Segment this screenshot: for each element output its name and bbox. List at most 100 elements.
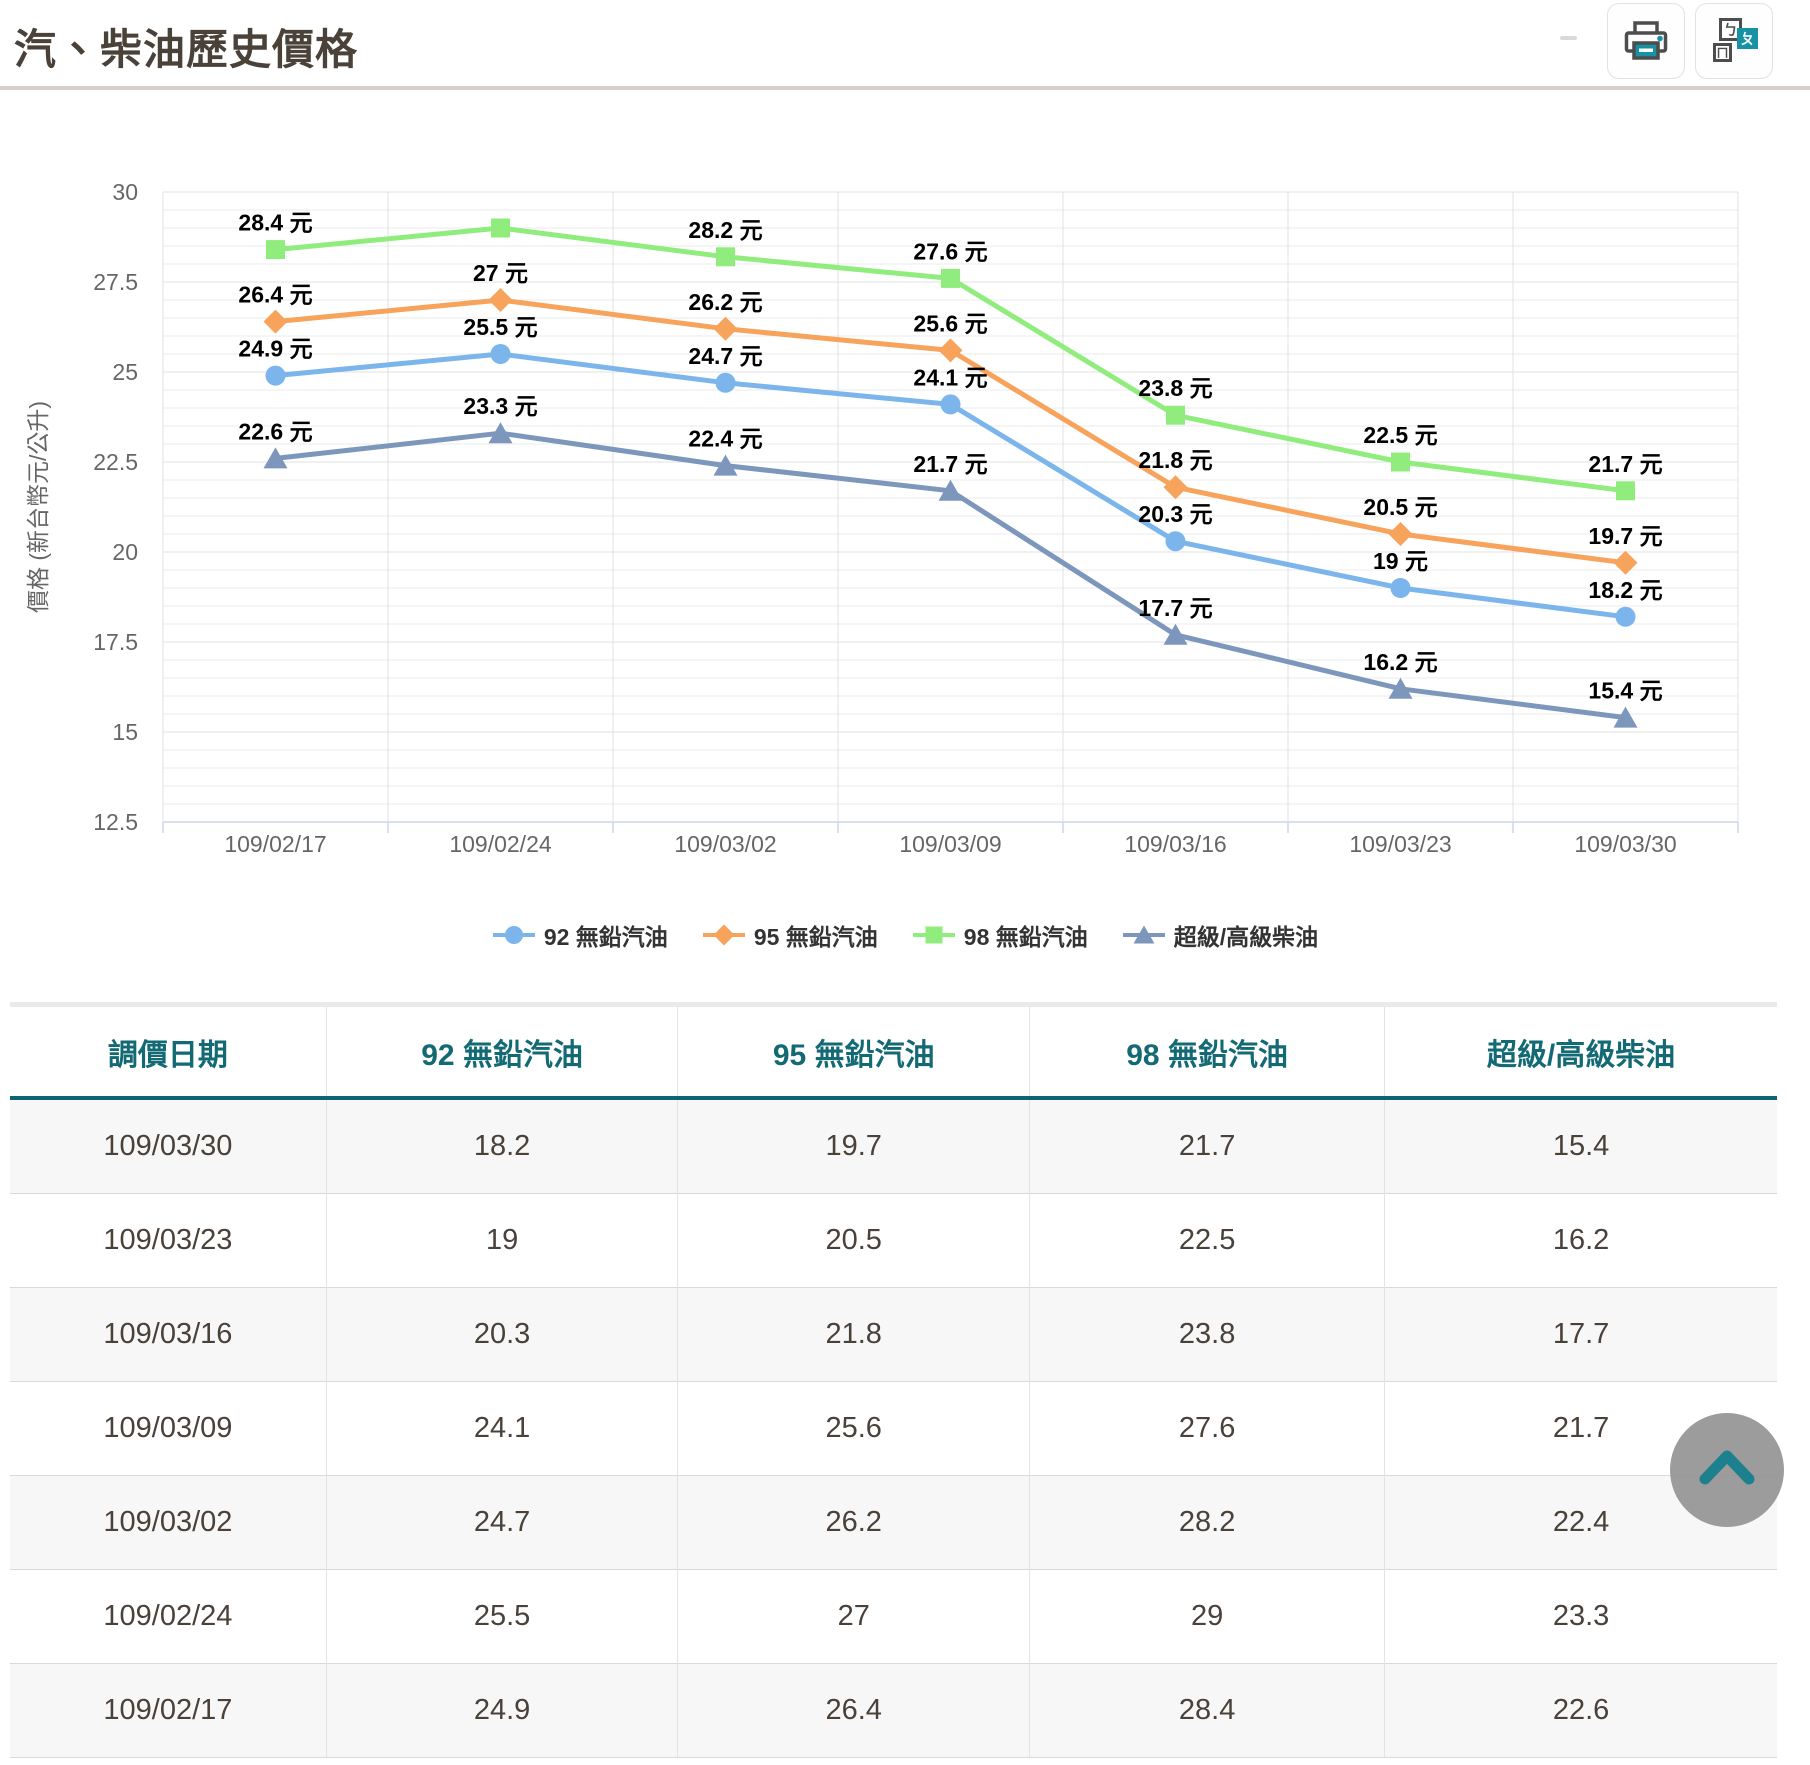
table-cell-price: 19.7 (677, 1098, 1030, 1194)
table-cell-price: 17.7 (1384, 1287, 1777, 1382)
legend-item-2[interactable]: 98 無鉛汽油 (912, 918, 1088, 952)
table-cell-date: 109/02/24 (10, 1569, 327, 1664)
data-point-triangle[interactable] (1613, 706, 1638, 728)
data-point-circle[interactable] (1165, 531, 1186, 552)
data-label: 23.3 元 (463, 393, 537, 419)
data-point-square[interactable] (1391, 452, 1410, 472)
table-cell-price: 20.3 (325, 1287, 678, 1382)
chevron-up-icon (1699, 1450, 1755, 1485)
print-button[interactable] (1607, 3, 1685, 79)
table-cell-price: 29 (1029, 1569, 1385, 1664)
data-point-triangle[interactable] (713, 454, 738, 476)
table-cell-date: 109/03/09 (10, 1381, 327, 1476)
data-point-diamond[interactable] (1613, 550, 1638, 575)
data-point-diamond[interactable] (263, 309, 288, 334)
bopomofo-p-glyph: ㄆ (1737, 28, 1758, 49)
legend-marker-icon (492, 926, 535, 944)
data-label: 21.7 元 (913, 451, 987, 477)
data-point-diamond[interactable] (713, 316, 738, 341)
y-tick-label: 12.5 (93, 809, 138, 835)
scroll-to-top-button[interactable] (1670, 1413, 1784, 1527)
legend-marker-icon (912, 926, 955, 944)
table-cell-date: 109/02/17 (10, 1663, 327, 1758)
phonetic-button[interactable]: ㄅ ㄆ ㄇ (1695, 3, 1773, 79)
data-label: 22.6 元 (238, 418, 312, 444)
data-point-circle[interactable] (1390, 578, 1411, 598)
data-label: 21.8 元 (1138, 447, 1212, 473)
legend-label: 98 無鉛汽油 (963, 924, 1088, 950)
table-cell-price: 22.6 (1384, 1663, 1777, 1758)
data-point-diamond[interactable] (938, 338, 963, 363)
y-tick-label: 22.5 (93, 449, 138, 475)
x-tick-label: 109/03/09 (899, 831, 1001, 857)
data-point-circle[interactable] (1615, 606, 1636, 627)
table-row: 109/03/30 18.2 19.7 21.7 15.4 (10, 1098, 1777, 1194)
data-point-triangle[interactable] (938, 479, 963, 501)
table-cell-price: 20.5 (677, 1193, 1030, 1288)
table-cell-price: 22.5 (1029, 1193, 1385, 1288)
data-point-triangle[interactable] (263, 447, 288, 469)
data-label: 19.7 元 (1588, 523, 1662, 549)
x-tick-label: 109/03/16 (1124, 831, 1226, 857)
table-cell-price: 25.6 (677, 1381, 1030, 1476)
data-point-triangle[interactable] (1163, 623, 1188, 645)
divider-dash (1560, 36, 1577, 40)
header-divider (0, 86, 1810, 90)
data-point-square[interactable] (941, 268, 960, 288)
table-row: 109/03/02 24.7 26.2 28.2 22.4 (10, 1475, 1777, 1570)
data-point-circle[interactable] (265, 365, 286, 386)
legend-item-3[interactable]: 超級/高級柴油 (1122, 918, 1318, 952)
data-label: 27.6 元 (913, 238, 987, 264)
table-cell-price: 28.2 (1029, 1475, 1385, 1570)
data-label: 26.2 元 (688, 289, 762, 315)
x-tick-label: 109/03/30 (1574, 831, 1676, 857)
page-title: 汽、柴油歷史價格 (14, 26, 359, 73)
data-point-square[interactable] (1166, 405, 1185, 425)
table-header-cell-1: 92 無鉛汽油 (325, 1004, 678, 1100)
data-label: 19 元 (1373, 548, 1428, 574)
legend-marker-icon (702, 924, 745, 946)
price-history-chart: 30 27.5 25 22.5 20 17.5 15 12.5 109/02/17 109/02/… (25, 179, 1739, 857)
data-point-triangle[interactable] (1388, 677, 1413, 699)
legend-marker-icon (1122, 925, 1165, 944)
table-header-cell-2: 95 無鉛汽油 (677, 1004, 1030, 1100)
data-label: 28.4 元 (238, 210, 312, 236)
x-tick-label: 109/03/23 (1349, 831, 1451, 857)
table-header-cell-3: 98 無鉛汽油 (1029, 1004, 1385, 1100)
data-label: 17.7 元 (1138, 595, 1212, 621)
data-point-circle[interactable] (490, 344, 511, 364)
data-point-circle[interactable] (940, 394, 961, 415)
data-point-square[interactable] (716, 247, 735, 267)
table-cell-price: 27.6 (1029, 1381, 1385, 1476)
table-row: 109/02/24 25.5 27 29 23.3 (10, 1569, 1777, 1664)
data-point-diamond[interactable] (1388, 522, 1413, 546)
table-header-row: 調價日期 92 無鉛汽油 95 無鉛汽油 98 無鉛汽油 超級/高級柴油 (10, 1004, 1777, 1100)
table-cell-date: 109/03/16 (10, 1287, 327, 1382)
data-point-square[interactable] (491, 218, 510, 238)
table-cell-price: 18.2 (325, 1098, 678, 1194)
bopomofo-m-glyph: ㄇ (1713, 43, 1732, 62)
data-point-square[interactable] (266, 240, 285, 260)
data-label: 20.3 元 (1138, 501, 1212, 527)
table-header-cell-0: 調價日期 (10, 1004, 327, 1100)
legend-item-1[interactable]: 95 無鉛汽油 (702, 918, 878, 952)
table-cell-price: 24.7 (325, 1475, 678, 1570)
data-label: 21.7 元 (1588, 451, 1662, 477)
data-point-diamond[interactable] (488, 288, 513, 312)
data-point-diamond[interactable] (1163, 475, 1188, 500)
table-cell-price: 19 (325, 1193, 678, 1288)
x-tick-label: 109/03/02 (674, 831, 776, 857)
y-tick-label: 30 (112, 179, 138, 205)
data-point-square[interactable] (1616, 481, 1635, 501)
data-label: 27 元 (473, 260, 528, 286)
legend-item-0[interactable]: 92 無鉛汽油 (492, 918, 668, 952)
data-label: 20.5 元 (1363, 494, 1437, 520)
y-tick-label: 25 (112, 359, 138, 385)
data-point-circle[interactable] (715, 372, 736, 393)
table-cell-price: 23.3 (1384, 1569, 1777, 1664)
data-label: 15.4 元 (1588, 678, 1662, 704)
data-label: 18.2 元 (1588, 577, 1662, 603)
table-cell-price: 16.2 (1384, 1193, 1777, 1288)
data-point-triangle[interactable] (488, 422, 513, 444)
y-tick-label: 17.5 (93, 629, 138, 655)
